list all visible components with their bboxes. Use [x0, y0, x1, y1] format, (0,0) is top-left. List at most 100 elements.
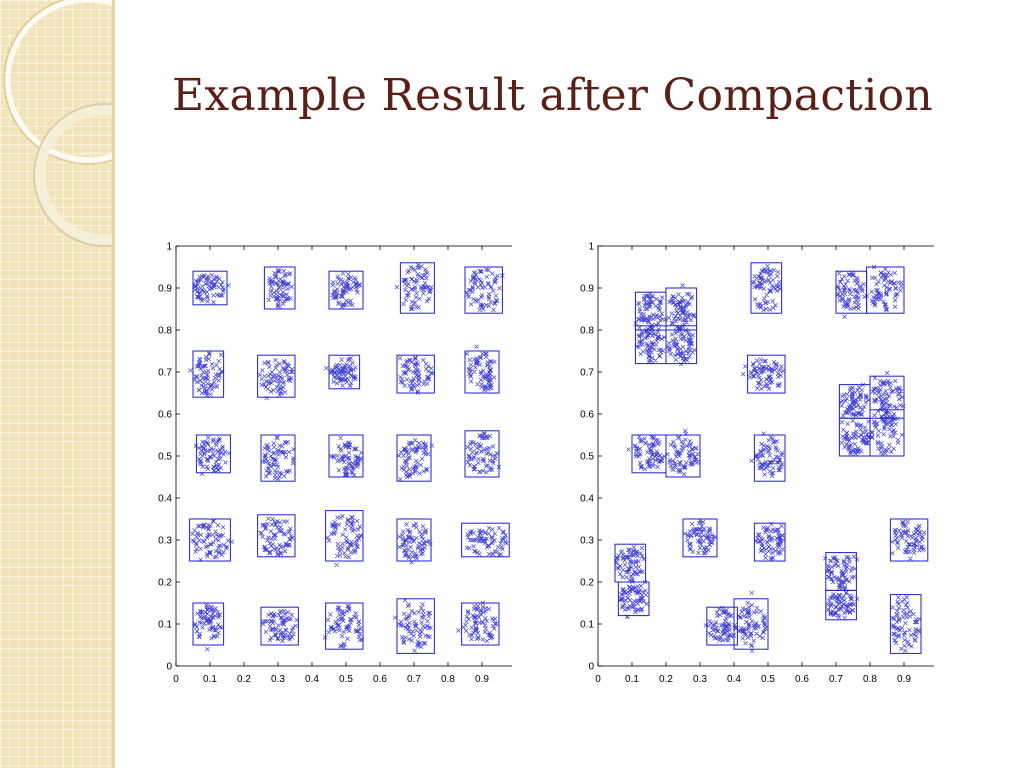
left-cluster	[464, 430, 502, 478]
right-cluster-points	[665, 326, 697, 367]
left-cluster-points	[397, 355, 435, 395]
right-y-tick-label: 0.5	[580, 452, 594, 463]
left-cluster-box	[461, 602, 500, 646]
right-cluster	[889, 594, 922, 654]
left-cluster-box	[464, 266, 503, 314]
left-cluster	[461, 522, 510, 558]
left-y-tick-label: 0.7	[158, 368, 172, 379]
right-cluster	[634, 325, 667, 365]
left-cluster-points	[192, 272, 231, 305]
left-x-tick-label: 0.7	[407, 674, 421, 685]
left-cluster-box	[260, 606, 299, 646]
right-cluster	[733, 590, 769, 654]
left-cluster-box	[464, 430, 500, 478]
right-cluster-points	[633, 291, 668, 332]
right-cluster-points	[866, 410, 905, 457]
left-x-tick-label: 0.1	[203, 674, 217, 685]
right-x-tick-label: 0.5	[761, 674, 775, 685]
right-y-tick-label: 0	[588, 662, 594, 673]
left-cluster	[260, 606, 299, 646]
left-cluster	[324, 354, 361, 390]
left-cluster	[192, 270, 231, 306]
left-cluster-box	[396, 598, 435, 654]
left-x-tick-label: 0.2	[237, 674, 251, 685]
slide-title: Example Result after Compaction	[172, 70, 934, 121]
scatter-chart-right: 0 0.1 0.2 0.3 0.4 0.5 0.6 0.7 0.8 0.9 1 0 0.1 0.2 0.3 0…	[572, 238, 934, 698]
right-cluster-points	[734, 590, 768, 654]
right-cluster	[825, 585, 860, 621]
left-y-tick-label: 0.8	[158, 326, 172, 337]
left-cluster-box	[257, 514, 296, 558]
left-cluster-points	[394, 262, 434, 312]
left-cluster-box	[257, 354, 296, 398]
right-cluster-box	[665, 434, 701, 478]
sidebar-edge	[112, 0, 115, 768]
right-x-tick-label: 0.4	[727, 674, 741, 685]
right-x-tick-label: 0.6	[795, 674, 809, 685]
left-cluster-points	[266, 267, 294, 309]
left-cluster-points	[464, 267, 505, 313]
left-cluster-box	[260, 434, 296, 482]
right-cluster-points	[666, 283, 697, 330]
right-cluster	[823, 552, 860, 591]
right-cluster-points	[682, 518, 718, 556]
sidebar-rings-graphic	[3, 0, 112, 247]
left-cluster-points	[260, 435, 296, 481]
right-cluster	[614, 543, 647, 585]
right-cluster-points	[889, 519, 927, 561]
left-cluster-box	[192, 350, 225, 398]
left-cluster-points	[330, 271, 362, 310]
scatter-plot-left: 0 0.1 0.2 0.3 0.4 0.5 0.6 0.7 0.8 0.9 1 0 0.1 0.2 0.3 0…	[158, 242, 512, 685]
left-cluster	[188, 350, 225, 398]
left-x-tick-label: 0.4	[305, 674, 319, 685]
left-cluster-points	[324, 356, 358, 389]
left-cluster	[392, 597, 435, 654]
right-cluster-box	[889, 594, 922, 654]
right-cluster-points	[626, 434, 667, 472]
right-x-tick-label: 0	[595, 674, 601, 685]
left-cluster	[328, 270, 364, 310]
left-cluster	[257, 514, 296, 558]
left-cluster-box	[399, 262, 435, 314]
right-cluster-points	[665, 428, 700, 477]
right-cluster	[665, 283, 698, 331]
right-x-tick-label: 0.3	[693, 674, 707, 685]
right-cluster-points	[838, 382, 871, 418]
left-cluster	[396, 434, 435, 482]
right-cluster	[753, 521, 786, 562]
left-x-tick-label: 0.8	[441, 674, 455, 685]
right-cluster-points	[740, 357, 786, 392]
left-cluster-points	[261, 608, 299, 644]
right-y-tick-label: 0.2	[580, 578, 594, 589]
right-cluster-box	[825, 589, 857, 621]
left-cluster	[325, 510, 364, 568]
right-cluster	[617, 579, 650, 620]
right-cluster	[866, 264, 905, 314]
left-cluster-points	[465, 430, 502, 475]
left-cluster-box	[192, 270, 228, 306]
left-cluster	[328, 434, 364, 478]
right-cluster-box	[866, 266, 905, 314]
right-cluster-points	[753, 521, 786, 562]
left-cluster-points	[257, 357, 295, 401]
right-cluster-points	[749, 431, 785, 478]
right-x-tick-label: 0.1	[625, 674, 639, 685]
right-cluster	[749, 431, 786, 482]
left-y-tick-label: 0.6	[158, 410, 172, 421]
left-cluster-box	[396, 518, 432, 562]
left-y-tick-label: 0.3	[158, 536, 172, 547]
left-cluster	[396, 518, 433, 565]
left-cluster-box	[328, 434, 364, 478]
right-cluster-box	[682, 518, 718, 558]
right-cluster	[750, 262, 783, 314]
right-cluster-points	[869, 264, 904, 312]
right-cluster-points	[835, 271, 870, 319]
right-cluster-points	[703, 605, 741, 643]
left-cluster-points	[392, 597, 433, 653]
right-y-tick-label: 0.1	[580, 620, 594, 631]
right-x-tick-label: 0.9	[897, 674, 911, 685]
left-x-tick-label: 0.5	[339, 674, 353, 685]
left-cluster-points	[396, 437, 435, 482]
left-cluster	[260, 434, 296, 482]
right-x-tick-label: 0.2	[659, 674, 673, 685]
